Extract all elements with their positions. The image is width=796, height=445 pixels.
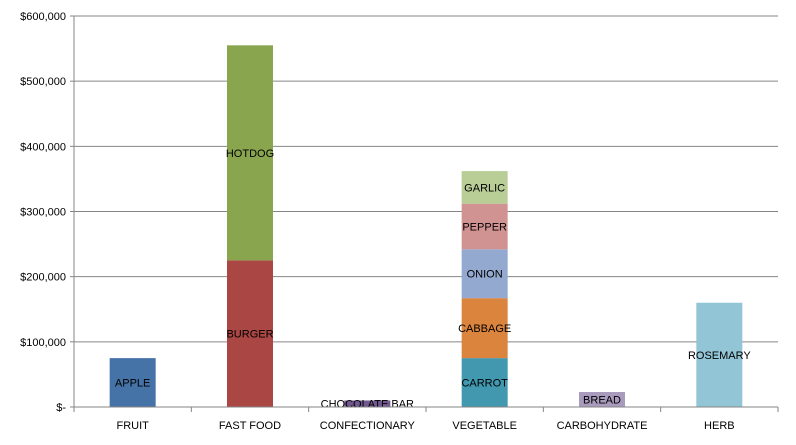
bar-data-label: CARROT	[461, 378, 508, 390]
bar-segment-chocolate-bar	[344, 400, 391, 407]
bar-segment-cabbage	[461, 298, 508, 359]
x-tick-label: CONFECTIONARY	[320, 420, 416, 432]
y-tick-label: $600,000	[20, 11, 66, 23]
bar-data-label: PEPPER	[462, 221, 507, 233]
y-tick-label: $300,000	[20, 207, 66, 219]
y-tick-label: $-	[56, 402, 66, 414]
y-tick-label: $400,000	[20, 141, 66, 153]
bar-segment-carrot	[461, 358, 508, 407]
bar-data-label: ROSEMARY	[688, 350, 751, 362]
x-tick-label: FAST FOOD	[219, 420, 281, 432]
bar-segment-burger	[227, 260, 273, 407]
y-tick-label: $200,000	[20, 272, 66, 284]
bar-segment-pepper	[461, 203, 508, 250]
bar-segment-onion	[461, 249, 508, 299]
y-tick-label: $500,000	[20, 76, 66, 88]
x-tick-label: VEGETABLE	[452, 420, 517, 432]
bar-segment-rosemary	[696, 302, 743, 407]
gridlines	[74, 15, 778, 408]
bar-segment-hotdog	[227, 45, 273, 261]
x-tick-label: HERB	[704, 420, 735, 432]
bar-data-label: ONION	[467, 269, 503, 281]
x-tick-label: FRUIT	[116, 420, 149, 432]
bar-data-label: APPLE	[115, 378, 150, 390]
bar-data-label: CABBAGE	[458, 323, 511, 335]
bars: APPLE BURGER HOTDOG CHOCOLATE BAR CARROT CABB…	[109, 45, 751, 411]
bar-data-label: HOTDOG	[226, 148, 274, 160]
bar-data-label: BURGER	[226, 329, 273, 341]
x-tick-label: CARBOHYDRATE	[557, 420, 648, 432]
bar-segment-bread	[579, 392, 625, 407]
axes: $- $100,000 $200,000 $300,000 $400,000 $500,0…	[20, 11, 779, 432]
bar-data-label: CHOCOLATE BAR	[321, 399, 414, 411]
y-tick-label: $100,000	[20, 337, 66, 349]
bar-segment-apple	[109, 358, 156, 407]
bar-segment-garlic	[461, 171, 508, 204]
bar-data-label: BREAD	[583, 395, 621, 407]
bar-data-label: GARLIC	[464, 182, 505, 194]
